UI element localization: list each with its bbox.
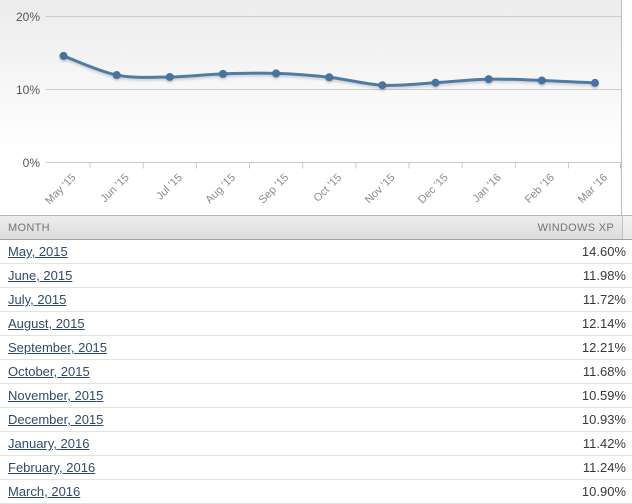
share-value: 12.21%: [581, 340, 626, 355]
x-axis-label: Jan '16: [470, 172, 503, 205]
x-axis-label: Dec '15: [416, 172, 451, 207]
data-point[interactable]: [59, 51, 68, 60]
table-row: March, 2016 10.90%: [0, 480, 632, 504]
table-row: November, 2015 10.59%: [0, 384, 632, 408]
column-header-windows-xp: WINDOWS XP: [537, 221, 614, 234]
usage-share-chart: 0% 10% 20% May '15 Jun '15 Jul '15 Aug '15 Sep …: [0, 0, 622, 215]
y-axis-tick-label: 0%: [23, 156, 41, 170]
data-point[interactable]: [378, 81, 387, 90]
share-value: 11.98%: [582, 268, 626, 283]
table-row: December, 2015 10.93%: [0, 408, 632, 432]
x-axis-label: Jul '15: [154, 172, 185, 203]
share-value: 10.90%: [581, 484, 626, 499]
x-axis-label: Sep '15: [257, 172, 292, 207]
data-point[interactable]: [218, 69, 227, 78]
table-header: MONTH WINDOWS XP: [0, 215, 632, 240]
share-value: 14.60%: [581, 244, 626, 259]
table-row: July, 2015 11.72%: [0, 288, 632, 312]
table-row: January, 2016 11.42%: [0, 432, 632, 456]
x-axis-label: Feb '16: [523, 172, 557, 206]
data-point[interactable]: [537, 76, 546, 85]
share-value: 12.14%: [581, 316, 626, 331]
table-row: August, 2015 12.14%: [0, 312, 632, 336]
share-value: 11.24%: [582, 460, 626, 475]
x-axis-label: Mar '16: [576, 172, 610, 206]
month-link[interactable]: October, 2015: [8, 364, 90, 379]
x-axis-label: Oct '15: [311, 172, 344, 205]
month-link[interactable]: September, 2015: [8, 340, 108, 355]
y-axis-tick-label: 10%: [16, 83, 40, 97]
month-link[interactable]: March, 2016: [8, 484, 81, 499]
table-row: June, 2015 11.98%: [0, 264, 632, 288]
share-value: 10.93%: [581, 412, 626, 427]
month-link[interactable]: February, 2016: [8, 460, 96, 475]
x-axis-label: Jun '15: [98, 172, 131, 205]
month-link[interactable]: August, 2015: [8, 316, 85, 331]
data-point[interactable]: [325, 73, 334, 82]
table-body: May, 2015 14.60% June, 2015 11.98% July, 201…: [0, 240, 632, 504]
x-axis-label: May '15: [43, 172, 78, 207]
usage-chart-svg: 0% 10% 20% May '15 Jun '15 Jul '15 Aug '15 Sep …: [16, 10, 621, 207]
share-value: 11.42%: [582, 436, 626, 451]
month-link[interactable]: December, 2015: [8, 412, 104, 427]
table-row: September, 2015 12.21%: [0, 336, 632, 360]
data-point[interactable]: [591, 78, 599, 87]
table-row: October, 2015 11.68%: [0, 360, 632, 384]
share-value: 11.68%: [582, 364, 626, 379]
data-point[interactable]: [431, 78, 440, 87]
data-point[interactable]: [484, 75, 493, 84]
month-link[interactable]: January, 2016: [8, 436, 90, 451]
x-axis-label: Nov '15: [363, 172, 398, 207]
share-value: 11.72%: [582, 292, 626, 307]
month-link[interactable]: July, 2015: [8, 292, 67, 307]
column-header-month: MONTH: [8, 221, 50, 234]
data-point[interactable]: [272, 69, 281, 78]
table-row: February, 2016 11.24%: [0, 456, 632, 480]
month-link[interactable]: June, 2015: [8, 268, 73, 283]
data-point[interactable]: [112, 71, 121, 80]
table-row: May, 2015 14.60%: [0, 240, 632, 264]
month-link[interactable]: May, 2015: [8, 244, 68, 259]
share-value: 10.59%: [581, 388, 626, 403]
header-corner-sliver: [622, 216, 632, 239]
y-axis-tick-label: 20%: [16, 10, 40, 24]
month-link[interactable]: November, 2015: [8, 388, 104, 403]
x-axis-label: Aug '15: [203, 172, 238, 207]
data-point[interactable]: [165, 72, 174, 81]
